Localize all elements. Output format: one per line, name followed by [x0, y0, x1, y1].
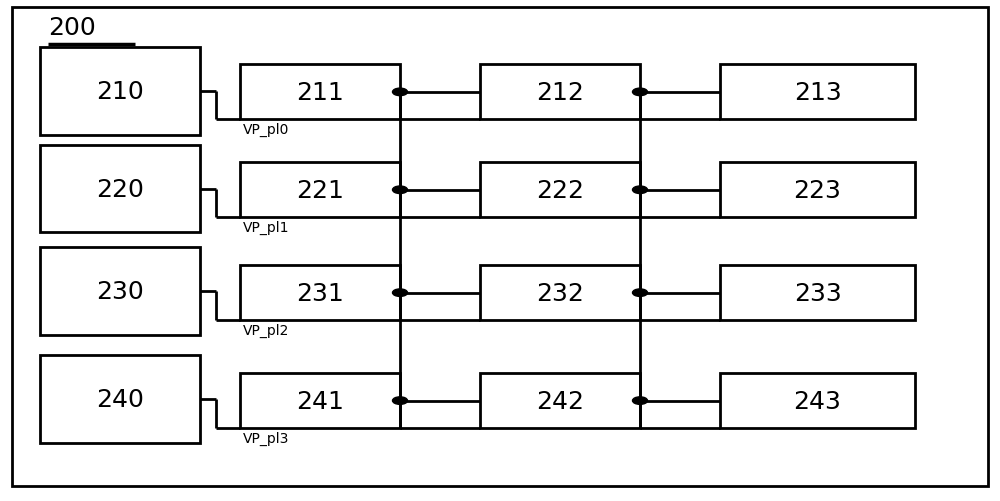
Bar	[480, 163, 640, 218]
Bar	[240, 163, 400, 218]
Bar	[240, 373, 400, 428]
Text: 230: 230	[96, 280, 144, 304]
Circle shape	[633, 89, 648, 96]
Bar	[240, 266, 400, 321]
Text: 232: 232	[536, 281, 584, 305]
Text: VP_pl3: VP_pl3	[243, 431, 289, 445]
Circle shape	[392, 290, 408, 297]
Text: VP_pl2: VP_pl2	[243, 323, 289, 337]
Circle shape	[633, 186, 648, 194]
Bar	[240, 65, 400, 120]
Bar	[720, 266, 915, 321]
Text: 222: 222	[536, 178, 584, 202]
Text: 212: 212	[536, 81, 584, 105]
Bar	[720, 373, 915, 428]
Bar	[480, 65, 640, 120]
Text: VP_pl1: VP_pl1	[243, 220, 290, 234]
Circle shape	[633, 397, 648, 405]
Circle shape	[392, 89, 408, 96]
Text: 240: 240	[96, 388, 144, 411]
Text: 223: 223	[794, 178, 841, 202]
Circle shape	[392, 186, 408, 194]
Text: VP_pl0: VP_pl0	[243, 123, 289, 137]
Circle shape	[392, 397, 408, 405]
Circle shape	[633, 290, 648, 297]
Bar	[720, 163, 915, 218]
Text: 241: 241	[296, 389, 344, 413]
Text: 242: 242	[536, 389, 584, 413]
Bar	[40, 48, 200, 135]
Text: 243: 243	[794, 389, 841, 413]
Text: 231: 231	[296, 281, 344, 305]
Text: 221: 221	[296, 178, 344, 202]
Text: 210: 210	[96, 80, 144, 103]
Text: 233: 233	[794, 281, 841, 305]
Text: 213: 213	[794, 81, 841, 105]
Text: 200: 200	[48, 16, 96, 40]
Text: 220: 220	[96, 177, 144, 201]
Bar	[40, 248, 200, 336]
Bar	[480, 266, 640, 321]
Bar	[40, 145, 200, 233]
Bar	[40, 356, 200, 443]
Text: 211: 211	[296, 81, 344, 105]
Bar	[720, 65, 915, 120]
Bar	[480, 373, 640, 428]
